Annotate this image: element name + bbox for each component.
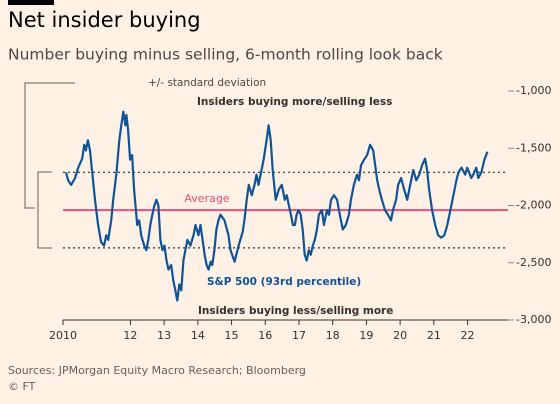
x-tick-label: 12 xyxy=(123,329,137,342)
y-tick-label: -3,000 xyxy=(516,313,551,326)
annotation: Insiders buying more/selling less xyxy=(197,96,392,108)
sd-bracket xyxy=(24,82,75,209)
x-tick-label: 21 xyxy=(427,329,441,342)
y-tick-label: -1,500 xyxy=(516,141,551,154)
annotation: +/- standard deviation xyxy=(148,77,266,89)
x-tick-label: 18 xyxy=(326,329,340,342)
y-tick-label: -1,000 xyxy=(516,84,551,97)
x-tick-label: 16 xyxy=(258,329,272,342)
x-tick-label: 17 xyxy=(292,329,306,342)
series-line xyxy=(64,110,489,302)
chart-title: Net insider buying xyxy=(8,8,201,32)
annotation: Insiders buying less/selling more xyxy=(198,305,393,317)
reference-label: Average xyxy=(184,192,229,205)
credit: © FT xyxy=(8,380,36,393)
sd-bracket xyxy=(37,171,52,249)
source: Sources: JPMorgan Equity Macro Research;… xyxy=(8,364,306,377)
x-tick-label: 22 xyxy=(461,329,475,342)
x-tick-label: 20 xyxy=(393,329,407,342)
chart-subtitle: Number buying minus selling, 6-month rol… xyxy=(8,46,443,64)
y-tick-label: -2,500 xyxy=(516,256,551,269)
x-tick-label: 13 xyxy=(157,329,171,342)
x-tick-label: 19 xyxy=(359,329,373,342)
x-tick-label: 2010 xyxy=(49,329,77,342)
x-tick-label: 14 xyxy=(191,329,205,342)
title-bar xyxy=(8,0,54,5)
series-label: S&P 500 (93rd percentile) xyxy=(207,276,361,288)
y-tick-label: -2,000 xyxy=(516,199,551,212)
x-tick-label: 15 xyxy=(225,329,239,342)
